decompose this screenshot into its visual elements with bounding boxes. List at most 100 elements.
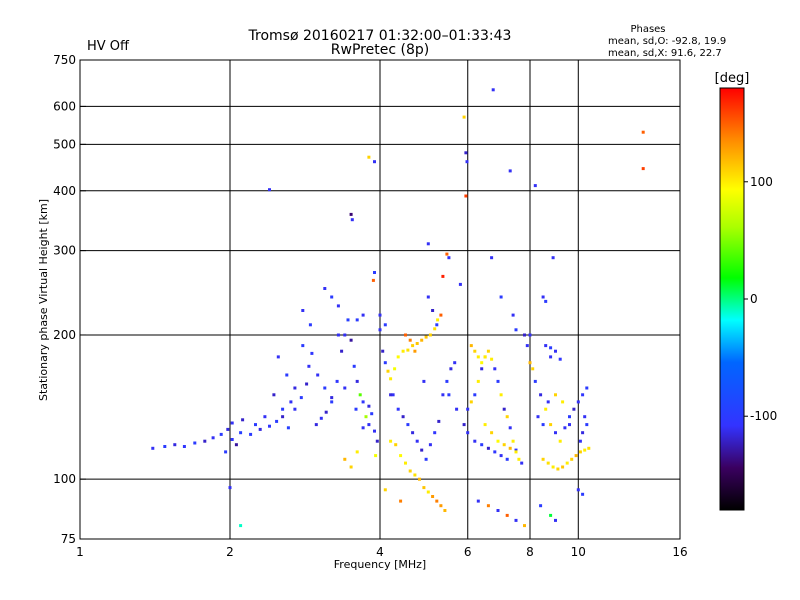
x-tick-label-10: 10 bbox=[571, 545, 586, 559]
data-point bbox=[349, 338, 353, 342]
data-point bbox=[378, 328, 382, 332]
data-point bbox=[370, 412, 374, 416]
data-point bbox=[496, 509, 500, 512]
data-point bbox=[406, 423, 410, 427]
data-point bbox=[336, 333, 340, 337]
data-point bbox=[263, 415, 267, 419]
data-point bbox=[354, 407, 358, 411]
data-point bbox=[349, 212, 353, 216]
data-point bbox=[404, 461, 407, 465]
data-point bbox=[587, 446, 591, 450]
data-point bbox=[330, 400, 334, 404]
y-tick-label-750: 750 bbox=[53, 53, 76, 67]
x-axis-label: Frequency [MHz] bbox=[334, 558, 426, 571]
data-point bbox=[381, 349, 385, 353]
data-point bbox=[426, 242, 430, 246]
data-point bbox=[462, 423, 466, 427]
data-point bbox=[393, 367, 397, 371]
data-point bbox=[420, 448, 424, 452]
data-point bbox=[508, 426, 512, 430]
data-point bbox=[219, 432, 223, 436]
data-point bbox=[576, 400, 580, 404]
data-point bbox=[268, 188, 271, 192]
data-point bbox=[499, 295, 503, 299]
data-point bbox=[473, 349, 477, 353]
data-point bbox=[462, 115, 466, 119]
data-point bbox=[239, 431, 243, 435]
data-point bbox=[399, 454, 403, 458]
data-point bbox=[554, 349, 557, 353]
data-point bbox=[293, 386, 297, 390]
data-point bbox=[483, 355, 487, 359]
data-point bbox=[476, 499, 480, 503]
data-point bbox=[583, 415, 587, 419]
data-point bbox=[549, 355, 553, 359]
data-point bbox=[439, 313, 443, 317]
data-point bbox=[286, 426, 290, 430]
data-point bbox=[464, 194, 468, 198]
data-point bbox=[323, 287, 327, 290]
data-point bbox=[276, 355, 280, 359]
data-point bbox=[493, 367, 497, 371]
y-tick-label-500: 500 bbox=[53, 137, 76, 151]
data-point bbox=[268, 424, 271, 428]
data-point bbox=[551, 465, 555, 469]
data-point bbox=[561, 465, 565, 469]
phase-title: Phases bbox=[630, 24, 665, 35]
data-point bbox=[496, 439, 500, 443]
data-point bbox=[544, 299, 548, 303]
y-tick-label-600: 600 bbox=[53, 99, 76, 113]
data-point bbox=[401, 349, 405, 353]
data-point bbox=[399, 499, 403, 503]
data-point bbox=[578, 439, 582, 443]
data-point bbox=[565, 461, 569, 465]
data-point bbox=[578, 450, 582, 454]
data-point bbox=[151, 446, 155, 450]
data-point bbox=[324, 410, 328, 414]
data-point bbox=[358, 393, 362, 397]
data-point bbox=[431, 309, 435, 312]
data-point bbox=[433, 431, 437, 435]
data-point bbox=[343, 457, 347, 461]
data-point bbox=[517, 457, 521, 461]
data-point bbox=[371, 278, 375, 282]
data-point bbox=[445, 379, 449, 383]
data-point bbox=[465, 160, 469, 164]
data-point bbox=[581, 393, 585, 397]
data-point bbox=[349, 465, 353, 469]
data-point bbox=[437, 419, 441, 423]
chart-title-line2: RwPretec (8p) bbox=[331, 42, 429, 58]
data-point bbox=[536, 415, 540, 419]
data-point bbox=[411, 431, 415, 435]
data-point bbox=[480, 443, 484, 447]
data-point bbox=[406, 348, 410, 352]
data-point bbox=[490, 357, 494, 361]
data-point bbox=[561, 400, 565, 404]
data-point bbox=[224, 450, 228, 454]
data-point bbox=[428, 333, 432, 337]
data-point bbox=[314, 423, 318, 427]
data-point bbox=[241, 418, 245, 422]
data-point bbox=[394, 443, 398, 447]
data-point bbox=[230, 438, 234, 441]
data-point bbox=[572, 407, 576, 411]
data-point bbox=[401, 415, 405, 419]
data-point bbox=[301, 344, 305, 348]
data-point bbox=[374, 454, 378, 458]
data-point bbox=[511, 313, 515, 317]
data-point bbox=[581, 492, 585, 496]
x-tick-label-1: 1 bbox=[76, 545, 84, 559]
data-point bbox=[447, 393, 451, 397]
data-point bbox=[445, 252, 449, 256]
data-point bbox=[435, 323, 439, 327]
data-point bbox=[373, 271, 376, 274]
data-point bbox=[426, 490, 430, 494]
data-point bbox=[281, 415, 285, 419]
data-point bbox=[541, 457, 545, 461]
data-point bbox=[483, 423, 487, 427]
data-point bbox=[361, 400, 365, 404]
data-point bbox=[343, 386, 347, 390]
data-point bbox=[323, 386, 327, 390]
data-point bbox=[493, 450, 497, 454]
data-point bbox=[511, 439, 515, 443]
